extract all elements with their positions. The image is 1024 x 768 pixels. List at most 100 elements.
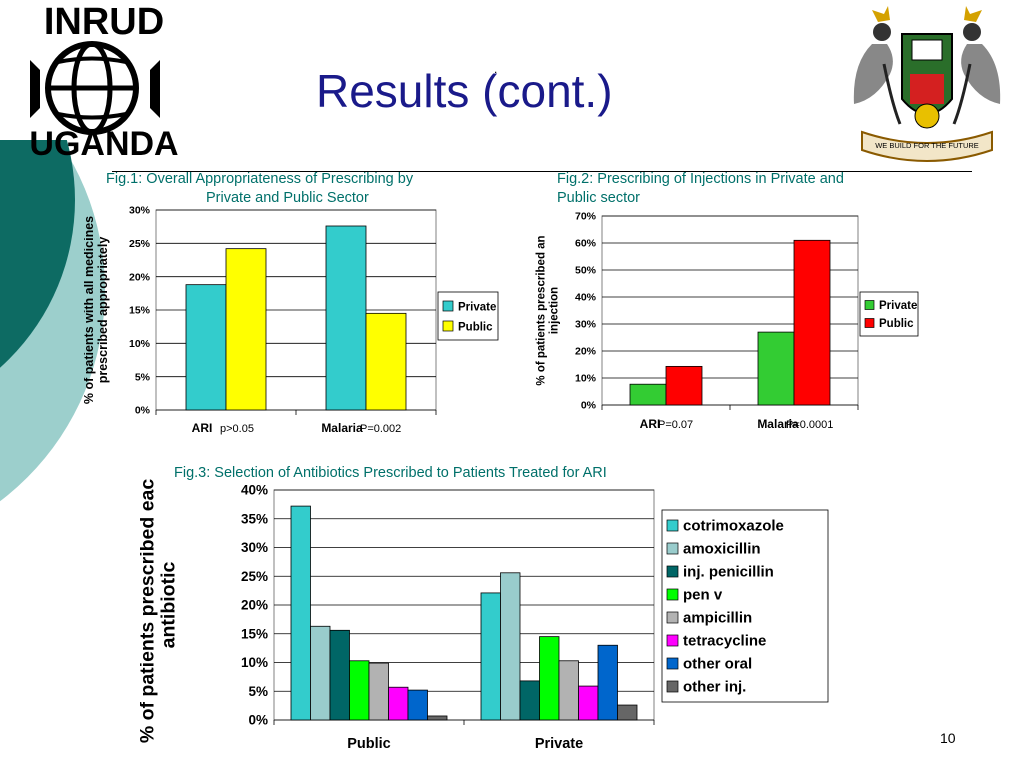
y-tick-label: 5% bbox=[135, 371, 151, 383]
legend-swatch bbox=[442, 320, 454, 332]
y-tick-label: 15% bbox=[129, 305, 151, 317]
legend-swatch bbox=[666, 680, 679, 693]
fig2-caption-line2: Public sector bbox=[557, 190, 641, 206]
y-tick-label: 10% bbox=[575, 373, 597, 385]
bar-public-malaria bbox=[365, 312, 407, 411]
bar-public-ari bbox=[665, 365, 703, 406]
legend-swatch bbox=[666, 657, 679, 670]
bar-amoxicillin-public bbox=[310, 625, 331, 721]
title-divider bbox=[112, 171, 972, 172]
bar-inj-penicillin-private bbox=[519, 680, 540, 721]
bar-private-ari bbox=[629, 383, 667, 406]
y-tick-label: 20% bbox=[241, 598, 268, 613]
legend-label: tetracycline bbox=[683, 633, 766, 650]
y-tick-label: 30% bbox=[129, 205, 151, 217]
side-circle-dark bbox=[0, 140, 75, 368]
legend-swatch bbox=[666, 542, 679, 555]
legend-swatch bbox=[666, 611, 679, 624]
y-axis-label-line: antibiotic bbox=[158, 562, 180, 649]
shield-icon bbox=[901, 33, 953, 129]
fig1-caption-line2: Private and Public Sector bbox=[206, 190, 369, 206]
y-tick-label: 40% bbox=[575, 292, 597, 304]
x-category-label: ARI bbox=[192, 421, 213, 435]
y-tick-label: 10% bbox=[129, 338, 151, 350]
legend-swatch bbox=[864, 300, 875, 310]
bar-private-malaria bbox=[325, 225, 367, 411]
y-tick-label: 15% bbox=[241, 626, 268, 641]
fig3-caption: Fig.3: Selection of Antibiotics Prescrib… bbox=[174, 465, 607, 481]
y-axis-label: % of patients with all medicinesprescrib… bbox=[84, 216, 110, 404]
legend-swatch bbox=[666, 588, 679, 601]
y-axis-label-line: % of patients with all medicines bbox=[84, 216, 96, 404]
fig3-chart: 0% 5% 10% 15% 20% 25% 30% 35% 40% Public Private % … bbox=[140, 478, 829, 752]
legend-label: pen v bbox=[683, 587, 723, 604]
fig1-chart: 0% 5% 10% 15% 20% 25% 30% ARI p>0.05 MalariaP=0.0… bbox=[84, 205, 499, 435]
y-tick-label: 0% bbox=[581, 400, 597, 412]
p-value-annotation: P=0.0001 bbox=[786, 419, 833, 431]
bar-ampicillin-private bbox=[558, 660, 579, 721]
bar-other-inj--public bbox=[427, 715, 448, 721]
bar-pen-v-public bbox=[349, 660, 370, 721]
logo-bottom-text: UGANDA bbox=[29, 125, 178, 160]
y-tick-label: 70% bbox=[575, 211, 597, 223]
legend-label: Private bbox=[458, 301, 496, 313]
x-category-label: Public bbox=[347, 736, 391, 752]
y-tick-label: 0% bbox=[135, 405, 151, 417]
y-tick-label: 0% bbox=[248, 713, 268, 728]
bar-tetracycline-public bbox=[388, 686, 409, 721]
bar-inj-penicillin-public bbox=[329, 629, 350, 721]
y-tick-label: 35% bbox=[241, 511, 268, 526]
legend-box bbox=[661, 509, 829, 703]
y-axis-label-line: prescribed appropriately bbox=[96, 237, 110, 384]
y-tick-label: 60% bbox=[575, 238, 597, 250]
legend-swatch bbox=[864, 318, 875, 328]
y-tick-label: 40% bbox=[241, 483, 268, 498]
motto-ribbon bbox=[861, 130, 993, 162]
fig2-caption-line1: Fig.2: Prescribing of Injections in Priv… bbox=[557, 171, 844, 187]
legend-label: ampicillin bbox=[683, 610, 752, 627]
legend-box bbox=[859, 291, 919, 337]
bar-public-malaria bbox=[793, 239, 831, 406]
x-category-label: Malaria bbox=[321, 421, 363, 435]
legend-label: Public bbox=[879, 318, 914, 330]
p-value-annotation: P=0.002 bbox=[360, 423, 401, 435]
bar-other-oral-private bbox=[597, 644, 618, 721]
slide-title: Results (cont.) bbox=[316, 65, 613, 117]
legend-label: Private bbox=[879, 300, 917, 312]
y-tick-label: 10% bbox=[241, 655, 268, 670]
legend-swatch bbox=[442, 300, 454, 312]
bar-public-ari bbox=[225, 248, 267, 411]
y-tick-label: 25% bbox=[241, 569, 268, 584]
bar-amoxicillin-private bbox=[500, 572, 521, 721]
y-axis-label: % of patients prescribed eachantibiotic bbox=[140, 478, 180, 743]
title-dot: . bbox=[494, 62, 498, 76]
crest-motto: WE BUILD FOR THE FUTURE bbox=[875, 141, 979, 150]
bar-other-inj--private bbox=[617, 704, 638, 721]
legend-label: inj. penicillin bbox=[683, 564, 774, 581]
x-category-label: ARI bbox=[640, 417, 661, 431]
bar-pen-v-private bbox=[539, 636, 560, 721]
p-value-annotation: p>0.05 bbox=[220, 423, 254, 435]
y-tick-label: 25% bbox=[129, 238, 151, 250]
fig1-caption: Fig.1: Overall Appropriateness of Prescr… bbox=[106, 170, 496, 208]
y-axis-label-line: injection bbox=[548, 287, 560, 334]
y-axis-label: % of patients prescribed aninjection bbox=[536, 235, 561, 385]
y-tick-label: 20% bbox=[575, 346, 597, 358]
logo-top-text: INRUD bbox=[44, 1, 164, 43]
legend-label: cotrimoxazole bbox=[683, 518, 784, 535]
y-tick-label: 30% bbox=[241, 540, 268, 555]
y-axis-label-line: % of patients prescribed an bbox=[536, 235, 548, 385]
legend-box bbox=[437, 291, 499, 341]
crane-right-icon bbox=[952, 6, 1001, 125]
page-number: 10 bbox=[940, 730, 956, 746]
x-category-label: Malaria bbox=[757, 417, 799, 431]
bar-cotrimoxazole-public bbox=[290, 505, 311, 721]
side-decoration bbox=[0, 140, 105, 502]
bar-other-oral-public bbox=[407, 689, 428, 721]
p-value-annotation: P=0.07 bbox=[658, 419, 693, 431]
legend-swatch bbox=[666, 565, 679, 578]
bar-tetracycline-private bbox=[578, 685, 599, 721]
fig1-caption-line1: Fig.1: Overall Appropriateness of Prescr… bbox=[106, 171, 414, 187]
